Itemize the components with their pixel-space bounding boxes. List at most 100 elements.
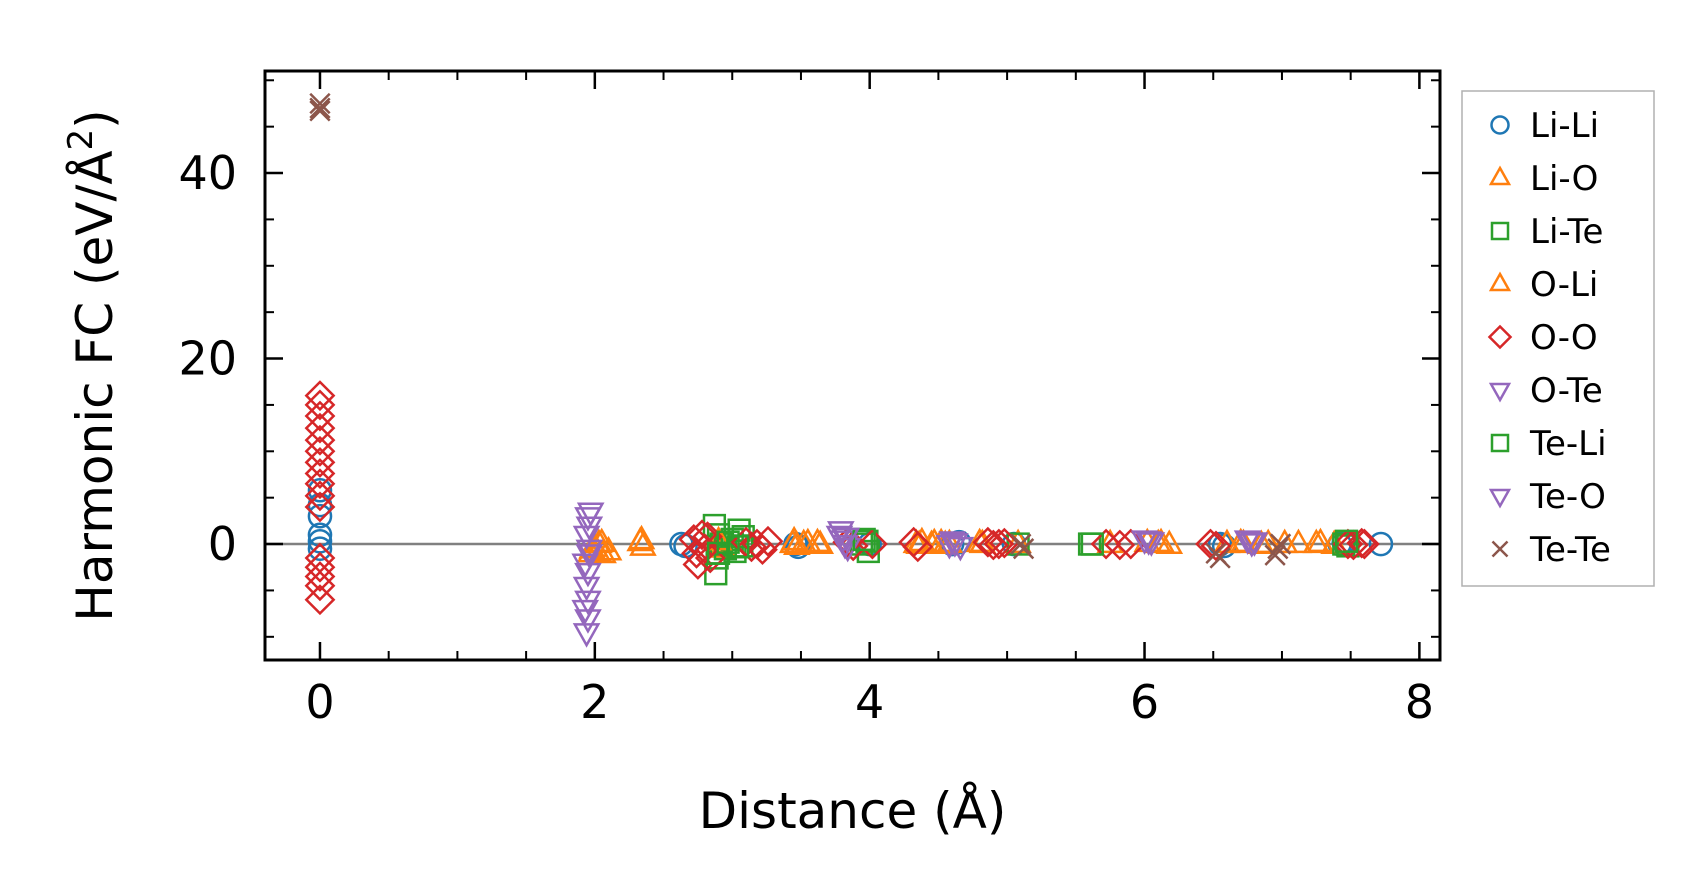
data-point-o-li xyxy=(1302,528,1331,554)
data-point-o-o xyxy=(304,424,336,456)
x-tick-label: 2 xyxy=(580,675,609,729)
data-point-o-o xyxy=(977,529,1009,561)
y-axis-label-superscript: 2 xyxy=(61,129,101,151)
legend-marker-li-li xyxy=(1490,115,1510,135)
data-point-te-li xyxy=(1080,532,1104,556)
data-point-te-o xyxy=(1134,531,1163,556)
data-point-te-te xyxy=(309,97,331,119)
data-point-o-te xyxy=(572,576,601,602)
data-point-o-o xyxy=(1338,529,1369,561)
data-point-o-o xyxy=(857,528,888,560)
legend-label-o-li: O-Li xyxy=(1530,265,1598,305)
data-point-o-li xyxy=(905,529,933,555)
data-point-o-o xyxy=(304,561,336,592)
y-tick-label: 40 xyxy=(178,146,237,200)
data-point-te-o xyxy=(832,527,861,553)
y-axis-label: Harmonic FC (eV/Å2) xyxy=(61,109,124,621)
data-point-te-te xyxy=(1267,538,1289,560)
y-tick-label: 20 xyxy=(178,332,237,386)
data-point-o-o xyxy=(747,534,778,566)
data-point-o-o xyxy=(988,527,1020,559)
data-point-o-o xyxy=(304,551,336,583)
data-point-o-o xyxy=(736,531,767,563)
data-point-o-o xyxy=(1200,530,1232,562)
data-point-o-o xyxy=(686,519,718,551)
data-point-o-o xyxy=(304,447,336,478)
axes: 0 2 4 6 8 0 20 40 xyxy=(178,69,1442,729)
legend-marker-o-li xyxy=(1488,271,1512,292)
data-point-te-te xyxy=(1269,533,1292,555)
data-point-o-o xyxy=(304,380,336,412)
data-point-o-o xyxy=(304,584,336,616)
data-point-li-o xyxy=(594,535,623,561)
data-point-te-o xyxy=(576,502,605,528)
legend-label-te-li: Te-Li xyxy=(1529,424,1607,464)
data-point-o-o xyxy=(304,480,336,512)
legend-marker-li-o xyxy=(1488,165,1512,186)
x-tick-label: 4 xyxy=(855,675,884,729)
x-axis-label: Distance (Å) xyxy=(699,782,1007,840)
legend-marker-o-o xyxy=(1487,324,1513,350)
legend-label-li-li: Li-Li xyxy=(1530,106,1599,146)
data-point-li-li xyxy=(307,477,333,503)
data-point-o-o xyxy=(1348,528,1380,560)
data-point-o-li xyxy=(783,530,811,555)
series-te-li xyxy=(706,527,1359,565)
series-te-te xyxy=(309,92,1292,569)
x-tick-label: 6 xyxy=(1130,675,1159,729)
data-point-o-te xyxy=(572,623,601,648)
data-point-te-te xyxy=(1264,544,1286,566)
data-point-o-o xyxy=(304,412,336,444)
plot-area xyxy=(265,92,1440,648)
legend-marker-li-te xyxy=(1490,221,1510,241)
legend-box xyxy=(1461,90,1655,587)
data-point-te-li xyxy=(726,535,750,559)
y-tick-label: 0 xyxy=(208,517,237,571)
data-point-o-o xyxy=(902,531,934,563)
data-point-te-o xyxy=(938,531,966,556)
data-point-o-li xyxy=(793,527,822,553)
data-point-li-li xyxy=(307,536,333,561)
data-point-li-li xyxy=(1368,531,1394,557)
legend-label-te-o: Te-O xyxy=(1529,477,1606,517)
data-point-o-o xyxy=(304,491,336,523)
y-axis-label-main: Harmonic FC (eV/Å xyxy=(66,150,124,621)
data-point-o-o xyxy=(752,525,784,557)
legend-label-li-te: Li-Te xyxy=(1530,212,1603,252)
data-point-o-o xyxy=(304,570,336,602)
data-point-o-te xyxy=(575,539,604,565)
data-point-te-te xyxy=(309,92,331,115)
data-point-o-o xyxy=(304,468,336,500)
data-point-o-o xyxy=(304,435,336,467)
data-point-o-o xyxy=(304,400,336,432)
x-tick-label: 8 xyxy=(1405,675,1434,729)
data-point-te-li xyxy=(1334,529,1359,553)
data-point-o-te xyxy=(941,533,969,558)
legend-marker-te-li xyxy=(1490,433,1510,453)
y-axis-label-close: ) xyxy=(66,109,124,129)
legend-marker-te-o xyxy=(1488,488,1512,509)
data-point-o-o xyxy=(1346,527,1378,559)
data-point-o-o xyxy=(304,389,336,421)
legend: Li-Li Li-O Li-Te O-Li O-O O-Te Te-Li Te-O Te-Te xyxy=(1461,90,1655,587)
series-te-o xyxy=(574,502,1266,616)
plot-frame xyxy=(263,69,1442,662)
legend-label-o-o: O-O xyxy=(1530,318,1598,358)
data-point-o-o xyxy=(1104,529,1136,561)
data-point-te-li xyxy=(852,527,876,552)
legend-marker-te-te xyxy=(1491,540,1509,558)
x-tick-label: 0 xyxy=(305,675,334,729)
data-point-te-te xyxy=(1209,547,1231,569)
data-point-te-te xyxy=(309,100,331,122)
data-point-o-li xyxy=(1144,528,1173,554)
data-point-o-te xyxy=(1233,530,1262,555)
legend-marker-o-te xyxy=(1488,382,1512,403)
data-point-li-o xyxy=(1284,528,1313,554)
data-point-te-o xyxy=(574,590,602,616)
data-point-o-li xyxy=(626,526,655,552)
data-point-te-te xyxy=(1010,533,1032,555)
data-point-o-o xyxy=(983,528,1015,560)
data-point-o-te xyxy=(572,525,601,551)
